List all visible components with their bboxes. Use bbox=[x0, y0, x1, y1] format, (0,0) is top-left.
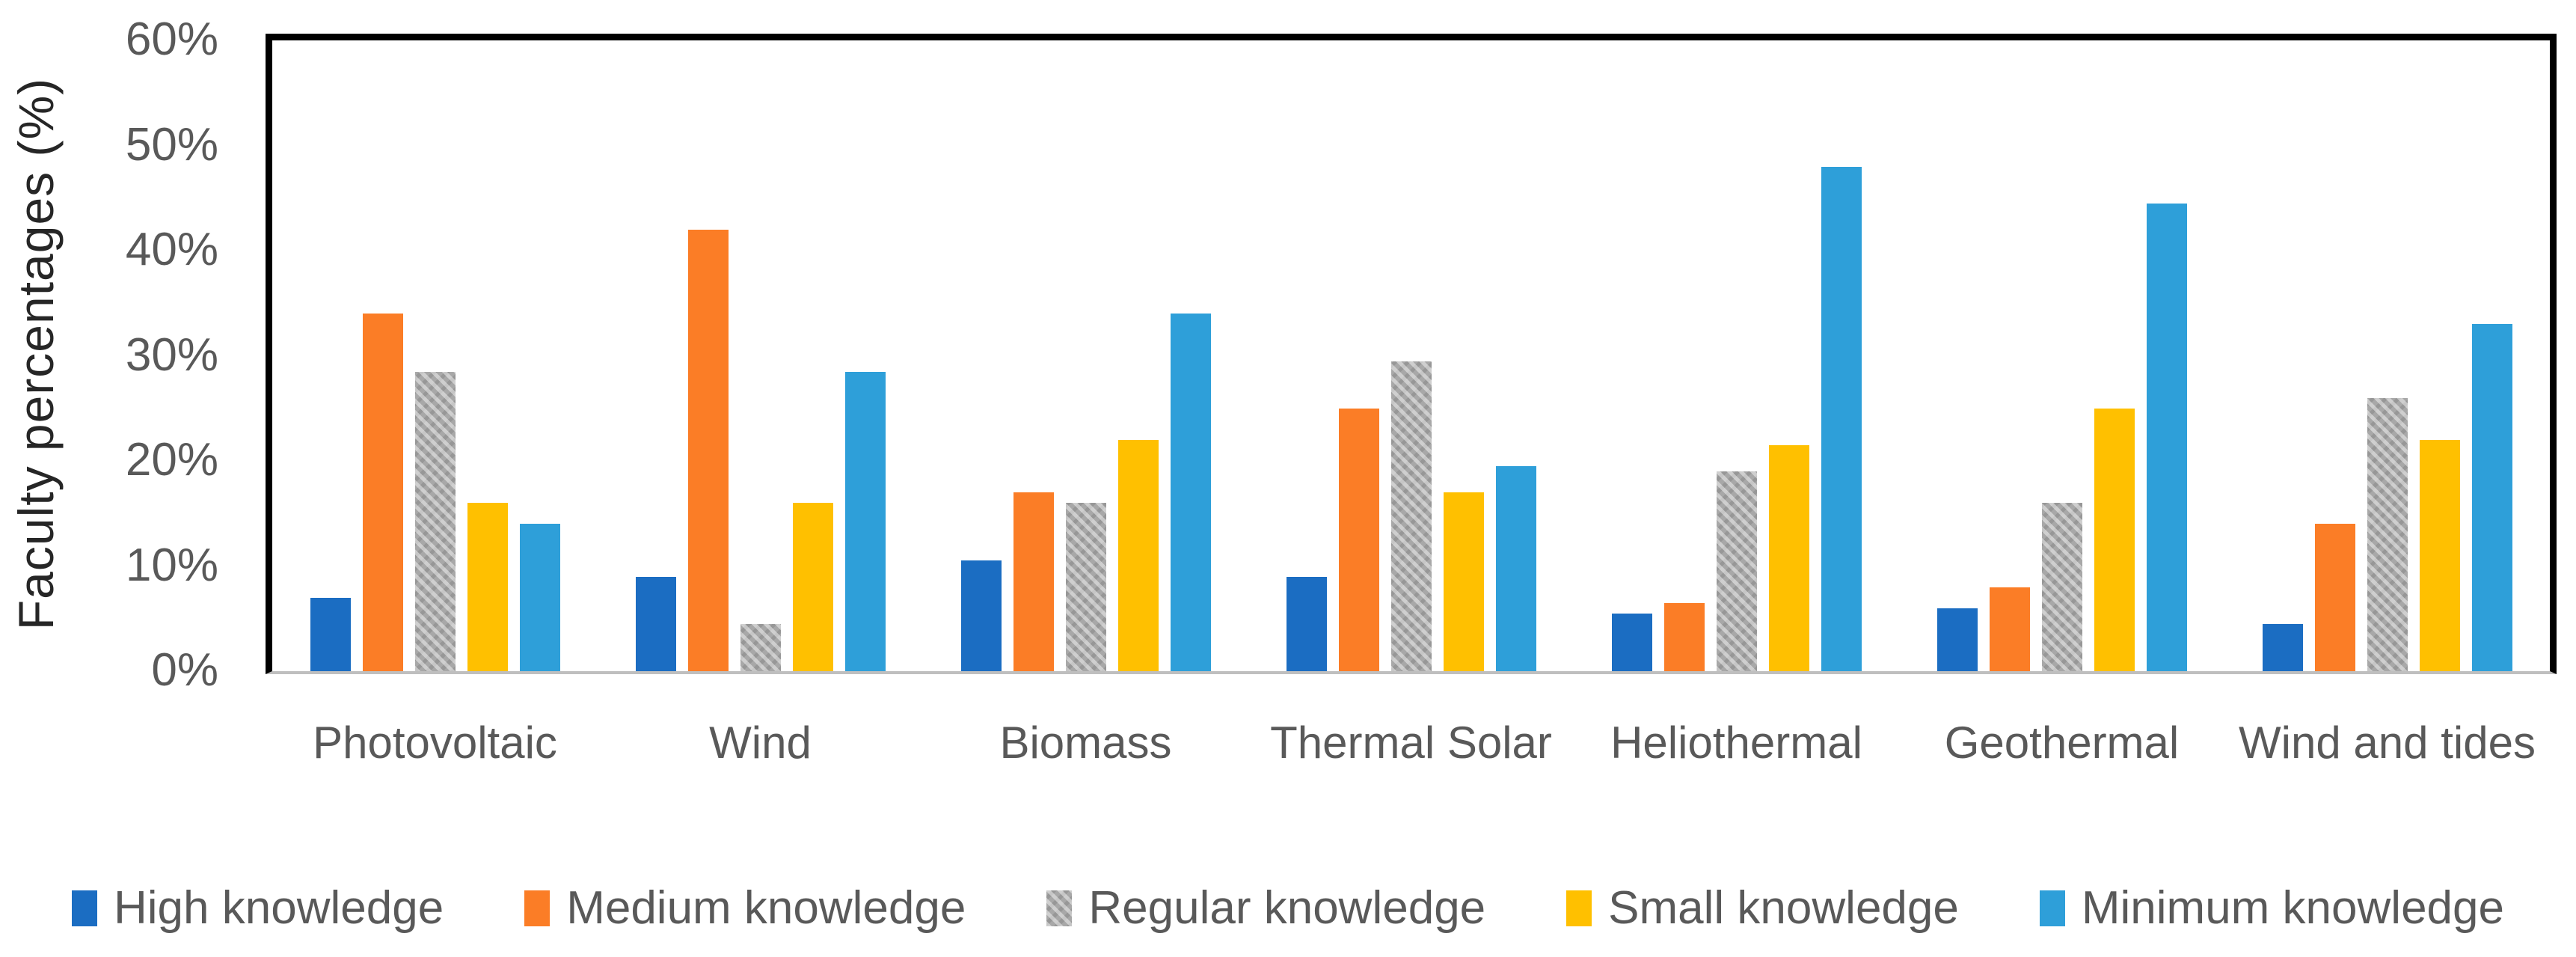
y-tick-label-40: 40% bbox=[125, 224, 218, 276]
y-tick-label-50: 50% bbox=[125, 118, 218, 171]
bar-small-knowledge-wind bbox=[792, 503, 833, 671]
legend-item-medium-knowledge: Medium knowledge bbox=[524, 881, 966, 935]
y-tick-label-10: 10% bbox=[125, 539, 218, 591]
bar-high-knowledge-heliothermal bbox=[1611, 613, 1652, 671]
y-tick-label-30: 30% bbox=[125, 328, 218, 381]
bar-regular-knowledge-geothermal bbox=[2041, 503, 2082, 671]
legend-item-minimum-knowledge: Minimum knowledge bbox=[2039, 881, 2504, 935]
bar-regular-knowledge-heliothermal bbox=[1716, 471, 1757, 671]
bar-regular-knowledge-photovoltaic bbox=[414, 371, 456, 671]
category-label-wind: Wind bbox=[709, 718, 812, 768]
bar-medium-knowledge-heliothermal bbox=[1663, 602, 1705, 671]
bar-minimum-knowledge-wind-and-tides bbox=[2471, 324, 2512, 671]
bar-medium-knowledge-wind-and-tides bbox=[2314, 524, 2355, 671]
bar-small-knowledge-wind-and-tides bbox=[2419, 439, 2460, 671]
y-tick-label-60: 60% bbox=[125, 13, 218, 66]
bar-minimum-knowledge-geothermal bbox=[2146, 203, 2187, 671]
bar-medium-knowledge-geothermal bbox=[1989, 587, 2030, 671]
bar-high-knowledge-photovoltaic bbox=[310, 597, 351, 671]
bar-minimum-knowledge-photovoltaic bbox=[519, 524, 560, 671]
legend-marker-regular-knowledge bbox=[1046, 890, 1073, 926]
legend-label-medium-knowledge: Medium knowledge bbox=[566, 882, 966, 934]
legend-label-regular-knowledge: Regular knowledge bbox=[1088, 882, 1486, 934]
legend-item-small-knowledge: Small knowledge bbox=[1566, 881, 1959, 935]
category-label-wind-and-tides: Wind and tides bbox=[2239, 718, 2536, 768]
bar-medium-knowledge-thermal-solar bbox=[1338, 408, 1379, 671]
plot-area bbox=[266, 34, 2557, 674]
bar-small-knowledge-photovoltaic bbox=[467, 503, 508, 671]
legend-label-high-knowledge: High knowledge bbox=[114, 882, 444, 934]
category-label-biomass: Biomass bbox=[999, 718, 1172, 768]
bar-high-knowledge-biomass bbox=[960, 560, 1002, 671]
bar-small-knowledge-geothermal bbox=[2094, 408, 2135, 671]
bar-high-knowledge-geothermal bbox=[1936, 608, 1978, 671]
category-label-heliothermal: Heliothermal bbox=[1610, 718, 1862, 768]
legend-marker-medium-knowledge bbox=[524, 890, 551, 926]
bar-medium-knowledge-photovoltaic bbox=[362, 314, 403, 671]
bar-minimum-knowledge-wind bbox=[844, 371, 886, 671]
bar-regular-knowledge-wind bbox=[740, 623, 781, 671]
legend-marker-small-knowledge bbox=[1566, 890, 1592, 926]
legend-item-high-knowledge: High knowledge bbox=[72, 881, 444, 935]
legend-item-regular-knowledge: Regular knowledge bbox=[1046, 881, 1485, 935]
y-tick-label-0: 0% bbox=[151, 644, 218, 697]
category-label-photovoltaic: Photovoltaic bbox=[313, 718, 557, 768]
bar-minimum-knowledge-biomass bbox=[1170, 314, 1211, 671]
bar-small-knowledge-biomass bbox=[1117, 439, 1159, 671]
bar-small-knowledge-thermal-solar bbox=[1443, 492, 1484, 671]
bar-regular-knowledge-biomass bbox=[1065, 503, 1106, 671]
bar-small-knowledge-heliothermal bbox=[1768, 444, 1809, 671]
bar-minimum-knowledge-thermal-solar bbox=[1495, 466, 1536, 671]
bar-regular-knowledge-wind-and-tides bbox=[2367, 397, 2408, 671]
bar-high-knowledge-wind-and-tides bbox=[2262, 623, 2303, 671]
bar-medium-knowledge-biomass bbox=[1013, 492, 1054, 671]
category-label-geothermal: Geothermal bbox=[1944, 718, 2180, 768]
category-label-thermal-solar: Thermal Solar bbox=[1270, 718, 1552, 768]
legend-label-minimum-knowledge: Minimum knowledge bbox=[2081, 882, 2504, 934]
y-tick-label-20: 20% bbox=[125, 434, 218, 486]
bar-regular-knowledge-thermal-solar bbox=[1390, 361, 1432, 671]
bar-high-knowledge-wind bbox=[635, 576, 676, 671]
legend-marker-minimum-knowledge bbox=[2039, 890, 2065, 926]
bar-high-knowledge-thermal-solar bbox=[1286, 576, 1327, 671]
bar-medium-knowledge-wind bbox=[687, 229, 729, 671]
bar-minimum-knowledge-heliothermal bbox=[1821, 166, 1862, 671]
legend-label-small-knowledge: Small knowledge bbox=[1608, 882, 1959, 934]
legend-marker-high-knowledge bbox=[72, 890, 97, 926]
legend: High knowledge Medium knowledge Regular kn… bbox=[0, 881, 2576, 935]
